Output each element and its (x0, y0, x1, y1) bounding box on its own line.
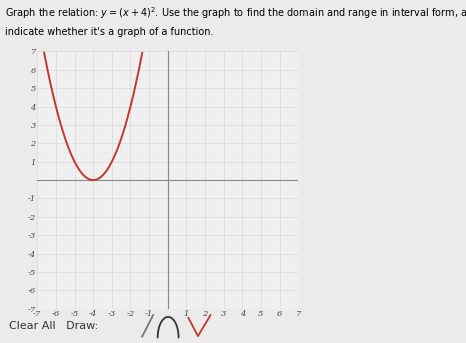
Text: indicate whether it's a graph of a function.: indicate whether it's a graph of a funct… (5, 27, 213, 37)
Text: Graph the relation: $y = (x + 4)^2$. Use the graph to find the domain and range : Graph the relation: $y = (x + 4)^2$. Use… (5, 5, 466, 21)
Text: Clear All   Draw:: Clear All Draw: (9, 321, 99, 331)
